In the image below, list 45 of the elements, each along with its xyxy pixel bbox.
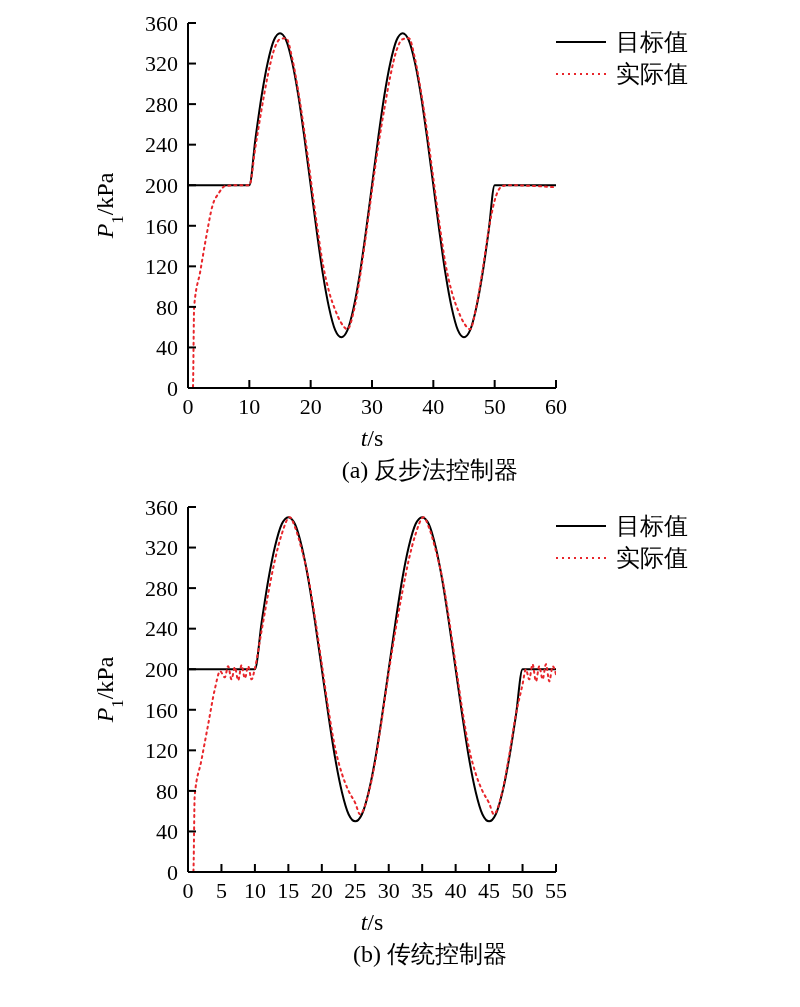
y-tick-label: 360 <box>145 494 178 520</box>
y-tick-label: 120 <box>145 254 178 280</box>
y-tick-label: 320 <box>145 535 178 561</box>
x-tick-label: 60 <box>545 393 567 419</box>
y-tick-label: 0 <box>167 375 178 401</box>
y-tick-label: 120 <box>145 738 178 764</box>
y-tick-label: 80 <box>156 778 178 804</box>
x-tick-label: 50 <box>511 877 534 903</box>
legend-label: 实际值 <box>616 60 688 89</box>
y-tick-label: 80 <box>156 294 178 320</box>
y-tick-label: 40 <box>156 335 178 361</box>
x-tick-label: 10 <box>238 393 261 419</box>
y-tick-label: 160 <box>145 697 178 723</box>
y-tick-label: 320 <box>145 51 178 77</box>
x-tick-label: 55 <box>545 877 567 903</box>
y-tick-label: 0 <box>167 859 178 885</box>
x-tick-label: 50 <box>483 393 506 419</box>
legend-label: 实际值 <box>616 544 688 573</box>
y-tick-label: 280 <box>145 575 178 601</box>
x-tick-label: 35 <box>411 877 434 903</box>
x-tick-label: 20 <box>299 393 322 419</box>
x-tick-label: 20 <box>310 877 333 903</box>
x-tick-label: 30 <box>361 393 383 419</box>
y-tick-label: 240 <box>145 132 178 158</box>
y-tick-label: 40 <box>156 819 178 845</box>
y-tick-label: 160 <box>145 213 178 239</box>
y-tick-label: 200 <box>145 657 178 683</box>
text: (a) 反步法控制器 <box>340 456 520 485</box>
x-tick-label: 15 <box>277 877 300 903</box>
y-tick-label: 200 <box>145 173 178 199</box>
x-tick-label: 40 <box>444 877 467 903</box>
y-tick-label: 360 <box>145 10 178 36</box>
y-tick-label: 280 <box>145 91 178 117</box>
x-tick-label: 10 <box>243 877 266 903</box>
x-tick-label: 30 <box>377 877 400 903</box>
x-tick-label: 45 <box>478 877 501 903</box>
x-tick-label: 40 <box>422 393 445 419</box>
x-tick-label: 5 <box>215 877 227 903</box>
y-tick-label: 240 <box>145 616 178 642</box>
x-tick-label: 25 <box>344 877 367 903</box>
x-axis-title: t/s <box>360 425 384 451</box>
legend-label: 目标值 <box>616 28 688 57</box>
text: (b) 传统控制器 <box>352 940 508 969</box>
legend-label: 目标值 <box>616 512 688 541</box>
x-axis-title: t/s <box>360 909 384 935</box>
